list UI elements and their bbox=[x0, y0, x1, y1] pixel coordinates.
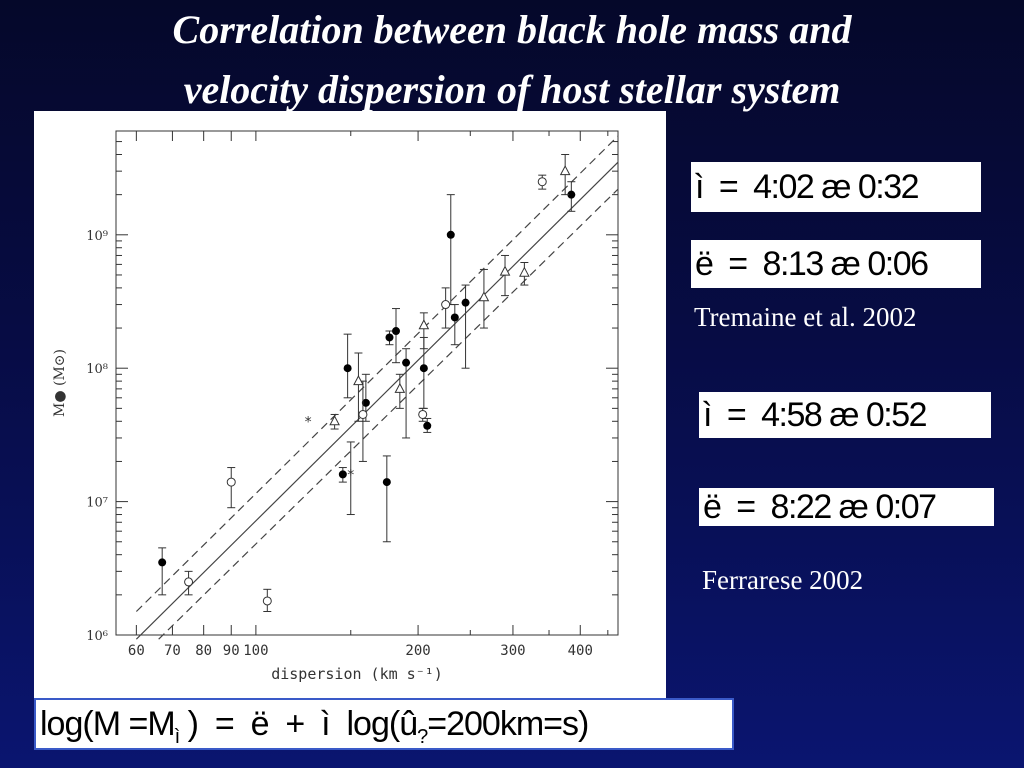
x-tick-label: 200 bbox=[405, 643, 430, 659]
data-point-filled bbox=[461, 298, 470, 307]
data-point-triangle bbox=[499, 265, 511, 276]
formula-part-end: =200km=s) bbox=[427, 705, 589, 743]
data-point-filled bbox=[423, 421, 432, 430]
data-point-triangle bbox=[329, 415, 340, 426]
data-point-filled bbox=[343, 364, 352, 373]
fit-line-solid bbox=[135, 161, 619, 640]
data-point-filled bbox=[567, 190, 576, 199]
data-point-triangle bbox=[418, 319, 430, 330]
fit-line-dashed bbox=[158, 188, 619, 640]
title-line-2: velocity dispersion of host stellar syst… bbox=[183, 67, 841, 112]
plot-frame bbox=[115, 130, 619, 636]
data-point-open bbox=[226, 477, 236, 487]
data-point-triangle bbox=[478, 291, 490, 302]
data-point-filled bbox=[158, 558, 167, 567]
data-point-triangle bbox=[519, 266, 530, 277]
x-tick-label: 90 bbox=[223, 643, 240, 659]
relation-formula: log(M =Mì ) = ë + ì log(û?=200km=s) bbox=[34, 698, 734, 750]
data-point-filled bbox=[338, 470, 347, 479]
data-point-triangle bbox=[559, 165, 571, 176]
data-point-filled bbox=[450, 313, 459, 322]
equation-alpha-tremaine: ì = 4:02 æ 0:32 bbox=[691, 162, 981, 212]
y-tick-label: 10⁸ bbox=[86, 362, 108, 377]
x-axis-label: dispersion (km s⁻¹) bbox=[271, 665, 443, 683]
data-point-filled bbox=[392, 327, 401, 336]
data-point-asterisk: * bbox=[305, 414, 312, 430]
scatter-plot-panel: 60 70 80 90 100 200 300 400 10⁶ 10⁷ 10⁸ 10⁹ dispersi… bbox=[34, 111, 666, 699]
formula-part-mid: ) = ë + ì log(û bbox=[179, 705, 418, 743]
data-point-open bbox=[418, 409, 428, 419]
title-line-1: Correlation between black hole mass and bbox=[172, 7, 852, 52]
x-tick-label: 70 bbox=[164, 643, 181, 659]
equation-alpha-ferrarese: ì = 4:58 æ 0:52 bbox=[699, 392, 991, 438]
reference-ferrarese: Ferrarese 2002 bbox=[702, 565, 864, 595]
x-tick-label: 100 bbox=[243, 643, 268, 659]
y-tick-label: 10⁷ bbox=[86, 496, 108, 511]
data-point-filled bbox=[402, 358, 411, 367]
data-point-asterisk: * bbox=[347, 467, 354, 483]
equation-beta-ferrarese: ë = 8:22 æ 0:07 bbox=[699, 488, 994, 526]
x-tick-label: 300 bbox=[500, 643, 525, 659]
formula-part-main: log(M =M bbox=[40, 705, 176, 743]
x-tick-label: 400 bbox=[568, 643, 593, 659]
data-point-filled bbox=[382, 478, 391, 487]
data-point-triangle bbox=[353, 375, 364, 386]
y-tick-label: 10⁶ bbox=[86, 629, 108, 644]
reference-tremaine: Tremaine et al. 2002 bbox=[694, 302, 917, 332]
equation-beta-tremaine: ë = 8:13 æ 0:06 bbox=[691, 240, 981, 288]
scatter-plot: 60 70 80 90 100 200 300 400 10⁶ 10⁷ 10⁸ 10⁹ dispersi… bbox=[52, 130, 619, 683]
data-point-filled bbox=[419, 364, 428, 373]
data-point-open bbox=[537, 177, 547, 187]
data-point-open bbox=[441, 300, 451, 310]
data-point-open bbox=[184, 577, 194, 587]
x-tick-label: 80 bbox=[195, 643, 212, 659]
data-point-triangle bbox=[394, 382, 406, 393]
data-point-filled bbox=[446, 230, 455, 239]
data-point-filled bbox=[385, 333, 394, 342]
slide-title: Correlation between black hole mass and … bbox=[0, 0, 1024, 120]
y-tick-label: 10⁹ bbox=[86, 229, 108, 244]
x-tick-label: 60 bbox=[128, 643, 145, 659]
y-axis-label: M● (M⊙) bbox=[52, 349, 68, 417]
data-point-open bbox=[358, 409, 368, 419]
formula-subscript-1: ì bbox=[174, 726, 180, 748]
fit-line-dashed bbox=[135, 135, 619, 612]
formula-subscript-2: ? bbox=[417, 726, 428, 748]
data-point-filled bbox=[361, 398, 370, 407]
data-point-open bbox=[262, 596, 272, 606]
